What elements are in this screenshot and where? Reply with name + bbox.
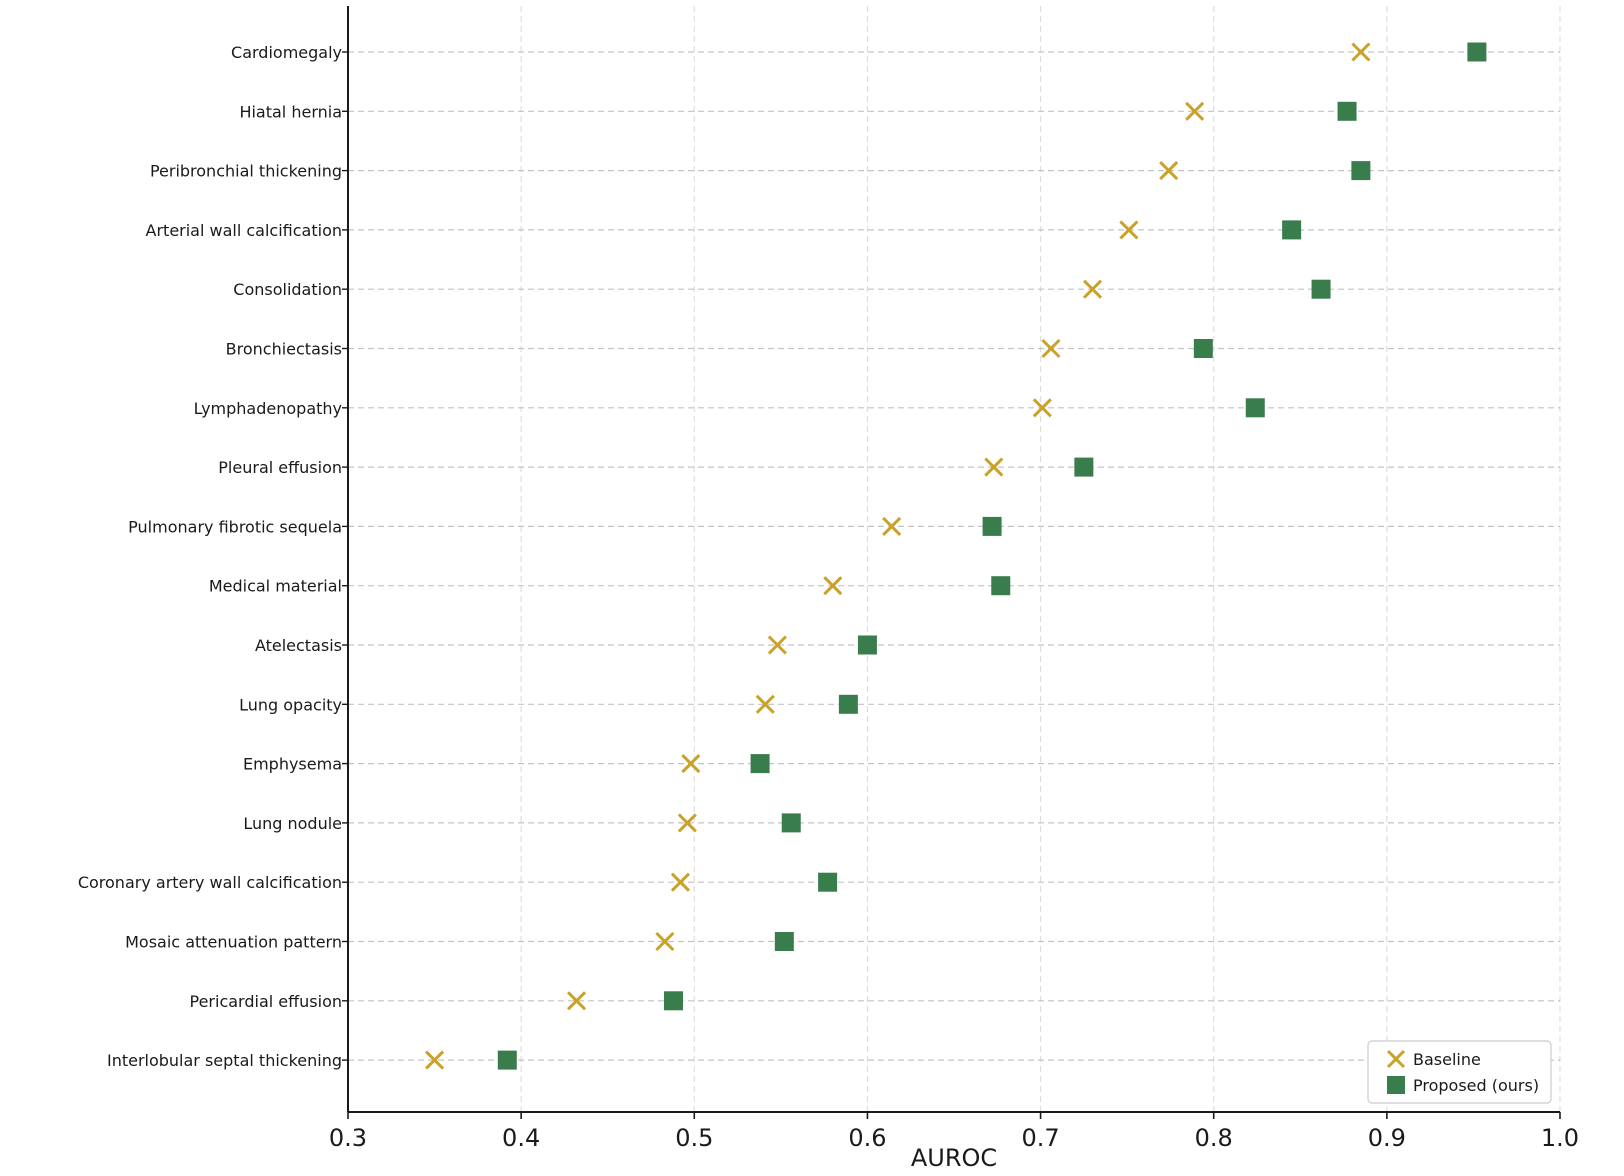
baseline-marker [681, 754, 701, 774]
category-label: Pleural effusion [218, 458, 342, 477]
category-label: Atelectasis [255, 636, 342, 655]
baseline-marker [1119, 220, 1139, 240]
x-tick-label: 0.7 [1021, 1124, 1059, 1152]
proposed-marker [1245, 398, 1265, 418]
baseline-marker [1041, 338, 1061, 359]
category-label: Interlobular septal thickening [107, 1051, 342, 1070]
baseline-marker [1032, 398, 1052, 418]
x-tick-label: 0.3 [329, 1124, 367, 1152]
category-label: Bronchiectasis [226, 340, 342, 359]
proposed-marker [1193, 339, 1213, 358]
x-tick-label: 0.4 [502, 1124, 540, 1152]
x-tick-label: 0.5 [675, 1124, 713, 1152]
proposed-marker [1074, 457, 1094, 477]
baseline-marker [823, 576, 843, 596]
baseline-marker [1082, 279, 1103, 299]
baseline-marker [882, 516, 902, 536]
proposed-marker [1311, 279, 1331, 299]
x-tick-label: 1.0 [1541, 1124, 1579, 1152]
legend: Baseline Proposed (ours) [1367, 1040, 1552, 1104]
proposed-marker [1282, 220, 1302, 240]
category-label: Consolidation [233, 280, 342, 299]
x-tick-label: 0.8 [1195, 1124, 1233, 1152]
legend-proposed-label: Proposed (ours) [1413, 1076, 1539, 1095]
category-labels: Cardiomegaly Hiatal hernia Peribronchial t… [78, 43, 348, 1070]
baseline-marker [425, 1050, 445, 1070]
baseline-marker [677, 813, 697, 833]
category-label: Pulmonary fibrotic sequela [128, 517, 342, 536]
proposed-marker [1467, 42, 1487, 62]
baseline-marker [767, 635, 787, 655]
baseline-marker [755, 694, 775, 714]
category-label: Lung opacity [239, 695, 342, 714]
proposed-marker [982, 516, 1002, 536]
proposed-marker [1351, 161, 1371, 181]
axes [347, 6, 1560, 1113]
category-label: Coronary artery wall calcification [78, 873, 342, 892]
proposed-marker [664, 991, 684, 1011]
baseline-marker [1351, 42, 1371, 62]
category-label: Lung nodule [243, 814, 342, 833]
legend-baseline-label: Baseline [1413, 1050, 1481, 1069]
x-tick-label: 0.6 [848, 1124, 886, 1152]
baseline-marker [984, 457, 1004, 477]
x-tick-label: 0.9 [1368, 1124, 1406, 1152]
proposed-marker [991, 576, 1011, 596]
vertical-gridlines [520, 6, 1561, 1112]
data-markers [425, 42, 1487, 1070]
baseline-marker [670, 872, 690, 892]
baseline-marker [1185, 101, 1205, 121]
proposed-marker [818, 872, 838, 892]
proposed-marker [781, 813, 801, 833]
category-label: Lymphadenopathy [194, 399, 342, 418]
x-axis-title: AUROC [911, 1144, 997, 1172]
category-label: Arterial wall calcification [146, 221, 342, 240]
proposed-marker [838, 694, 858, 714]
proposed-marker [857, 635, 877, 655]
horizontal-gridlines [348, 51, 1560, 1061]
category-label: Mosaic attenuation pattern [125, 933, 342, 952]
category-label: Pericardial effusion [190, 992, 343, 1011]
proposed-marker [1337, 101, 1357, 121]
legend-baseline-marker [1386, 1049, 1406, 1069]
category-label: Peribronchial thickening [150, 162, 342, 181]
proposed-marker [750, 754, 770, 774]
legend-baseline-x [1386, 1049, 1406, 1069]
legend-proposed-marker [1387, 1076, 1405, 1094]
category-label: Emphysema [243, 755, 342, 774]
legend-frame [1367, 1040, 1552, 1104]
proposed-marker [774, 932, 794, 951]
category-label: Hiatal hernia [239, 102, 342, 121]
x-axis-ticks: 0.3 0.4 0.5 0.6 0.7 0.8 0.9 1.0 [329, 1112, 1579, 1152]
baseline-marker [1159, 161, 1179, 181]
baseline-marker [566, 991, 587, 1011]
category-label: Cardiomegaly [231, 43, 342, 62]
proposed-marker [497, 1050, 517, 1070]
category-label: Medical material [209, 577, 342, 596]
baseline-marker [655, 931, 675, 952]
